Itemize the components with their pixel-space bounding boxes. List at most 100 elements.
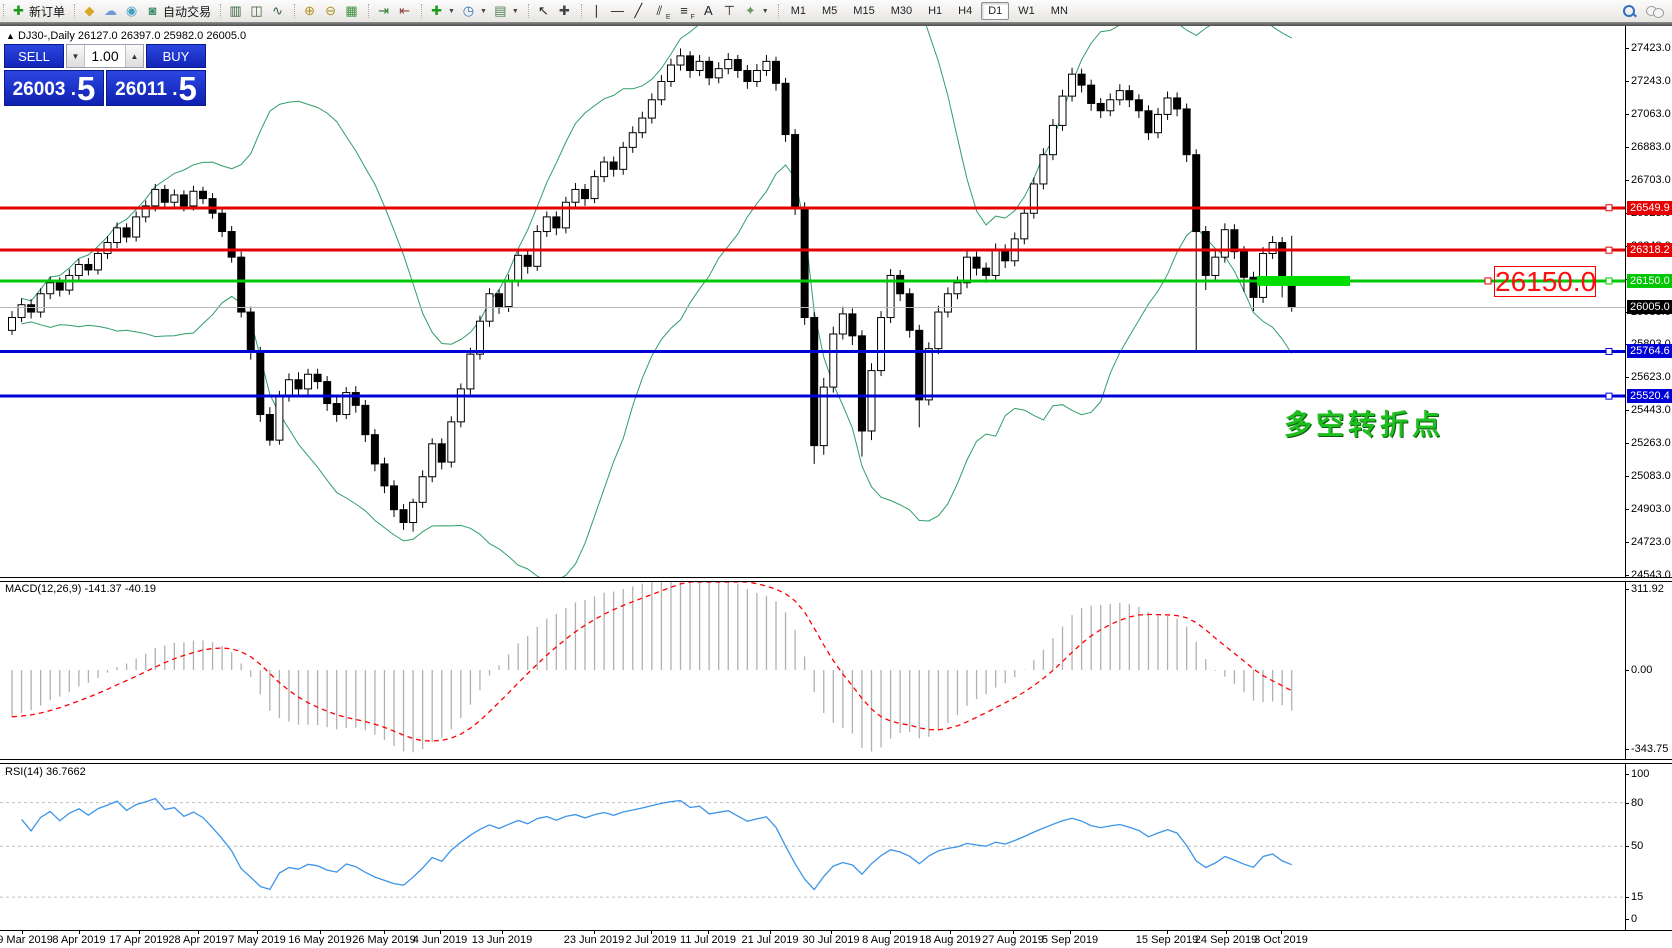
- time-tick-label[interactable]: 21 Jul 2019: [741, 934, 799, 946]
- price-tag-25764.6: 25764.6: [1627, 344, 1672, 359]
- candle-body: [905, 293, 914, 331]
- timeframe-M15[interactable]: M15: [853, 5, 875, 17]
- rsi-tick-label: 80: [1631, 796, 1644, 809]
- macd-tick-label: -343.75: [1631, 743, 1669, 755]
- periods-button-caret: ▼: [479, 7, 487, 15]
- time-tick-label[interactable]: 8 Apr 2019: [52, 934, 106, 946]
- price-tick-label: 27063.0: [1631, 107, 1671, 120]
- time-tick-label[interactable]: 8 Aug 2019: [862, 934, 918, 946]
- trendline-button[interactable]: ╱: [628, 1, 649, 21]
- price-axis-line: [1625, 26, 1626, 930]
- sell-price-box[interactable]: 26003 . 5: [4, 70, 104, 106]
- arrows-button[interactable]: ✦ ▼: [740, 1, 772, 21]
- highlight-rect[interactable]: [1257, 275, 1350, 286]
- candle-body: [877, 317, 886, 372]
- indicators-button[interactable]: ✚ ▼: [426, 1, 458, 21]
- autotrading-button-label: 自动交易: [163, 4, 212, 19]
- rsi-line: [21, 797, 1292, 891]
- market-icon[interactable]: ☁: [100, 1, 121, 21]
- line-chart-button[interactable]: ∿: [267, 1, 288, 21]
- time-tick-label[interactable]: 26 May 2019: [352, 934, 416, 946]
- candlestick-chart-button[interactable]: ◫: [246, 1, 267, 21]
- candle-body: [514, 254, 523, 282]
- crosshair-button[interactable]: ✚: [554, 1, 575, 21]
- timeframe-group: M1 M5 M15 M30 H1 H4 D1 W1 MN: [775, 2, 1079, 20]
- chinese-annotation[interactable]: 多空转折点: [1284, 409, 1445, 440]
- time-tick-label[interactable]: 7 May 2019: [228, 934, 286, 946]
- time-tick-label[interactable]: 4 Jun 2019: [412, 934, 468, 946]
- buy-button[interactable]: BUY: [146, 44, 206, 68]
- zoom-in-button[interactable]: ⊕: [299, 1, 320, 21]
- time-tick-label[interactable]: 5 Sep 2019: [1041, 934, 1099, 946]
- main-macd-separator[interactable]: [0, 577, 1672, 582]
- time-tick: [1070, 930, 1071, 934]
- equidistant-channel-button[interactable]: ⫽ E: [649, 1, 674, 21]
- candle-body: [332, 403, 341, 416]
- fibonacci-button[interactable]: ≡ F: [674, 1, 698, 21]
- candle-body: [1125, 90, 1134, 101]
- time-tick-label[interactable]: 18 Aug 2019: [919, 934, 981, 946]
- time-tick-label[interactable]: 28 Apr 2019: [168, 934, 228, 946]
- timeframe-H4[interactable]: H4: [958, 5, 973, 17]
- volume-increase-button[interactable]: ▲: [125, 45, 143, 67]
- macd-indicator-chart[interactable]: [0, 580, 1625, 760]
- timeframe-H1[interactable]: H1: [928, 5, 943, 17]
- candle-body: [1154, 113, 1162, 134]
- time-tick-label[interactable]: 15 Sep 2019: [1135, 934, 1199, 946]
- timeframe-MN[interactable]: MN: [1050, 5, 1068, 17]
- text-button[interactable]: A: [698, 1, 719, 21]
- timeframe-M30[interactable]: M30: [890, 5, 913, 17]
- candle-body: [791, 134, 800, 209]
- main-price-chart[interactable]: [0, 26, 1625, 578]
- auto-scroll-button[interactable]: ⇤: [394, 1, 415, 21]
- volume-input[interactable]: 1.00: [91, 48, 119, 64]
- time-tick-label[interactable]: 3 Oct 2019: [1254, 934, 1308, 946]
- bar-chart-button[interactable]: ▥: [225, 1, 246, 21]
- tile-windows-button[interactable]: ▦: [341, 1, 362, 21]
- candle-body: [1058, 95, 1067, 126]
- templates-button[interactable]: ▤ ▼: [490, 1, 522, 21]
- candle-body: [1096, 102, 1105, 112]
- volume-decrease-button[interactable]: ▼: [67, 45, 85, 67]
- metaeditor-icon[interactable]: ◆: [79, 1, 100, 21]
- candle-body: [934, 311, 943, 350]
- text-label-button[interactable]: ⊤: [719, 1, 740, 21]
- candle-body: [294, 379, 303, 390]
- time-axis-line: [0, 930, 1672, 931]
- autotrading-button[interactable]: ◙ 自动交易: [142, 1, 214, 21]
- time-tick-label[interactable]: 13 Jun 2019: [471, 934, 533, 946]
- vertical-line-button[interactable]: ∣: [586, 1, 607, 21]
- time-tick-label[interactable]: 27 Aug 2019: [982, 934, 1044, 946]
- candle-body: [676, 55, 685, 66]
- time-tick-label[interactable]: 16 May 2019: [288, 934, 352, 946]
- timeframe-M1[interactable]: M1: [790, 5, 807, 17]
- macd-rsi-separator[interactable]: [0, 759, 1672, 764]
- cursor-button[interactable]: ↖: [533, 1, 554, 21]
- horizontal-line-button[interactable]: —: [607, 1, 628, 21]
- periods-button[interactable]: ◷ ▼: [458, 1, 490, 21]
- new-order-button-glyph: ✚: [13, 3, 24, 18]
- time-tick-label[interactable]: 11 Jul 2019: [679, 934, 737, 946]
- rsi-indicator-chart[interactable]: [0, 763, 1625, 930]
- time-tick-label[interactable]: 23 Jun 2019: [563, 934, 625, 946]
- time-tick-label[interactable]: 2 Jul 2019: [625, 934, 677, 946]
- time-tick-label[interactable]: 24 Sep 2019: [1194, 934, 1258, 946]
- timeframe-D1[interactable]: D1: [981, 2, 1010, 20]
- chat-icon[interactable]: [1646, 5, 1664, 18]
- buy-price-box[interactable]: 26011 . 5: [106, 70, 206, 106]
- price-callout-box[interactable]: 26150.0: [1494, 266, 1597, 297]
- chart-shift-button[interactable]: ⇥: [373, 1, 394, 21]
- sell-button[interactable]: SELL: [4, 44, 64, 68]
- time-tick-label[interactable]: 29 Mar 2019: [0, 934, 53, 946]
- timeframe-W1[interactable]: W1: [1018, 5, 1035, 17]
- collapse-icon[interactable]: ▲: [6, 31, 15, 41]
- search-icon[interactable]: [1622, 4, 1637, 18]
- zoom-out-button[interactable]: ⊖: [320, 1, 341, 21]
- candle-body: [179, 194, 188, 207]
- signals-icon[interactable]: ◉: [121, 1, 142, 21]
- time-tick-label[interactable]: 30 Jul 2019: [802, 934, 860, 946]
- time-tick-label[interactable]: 17 Apr 2019: [109, 934, 169, 946]
- price-tick-label: 27243.0: [1631, 74, 1671, 87]
- new-order-button[interactable]: ✚ 新订单: [8, 1, 68, 21]
- timeframe-M5[interactable]: M5: [822, 5, 838, 17]
